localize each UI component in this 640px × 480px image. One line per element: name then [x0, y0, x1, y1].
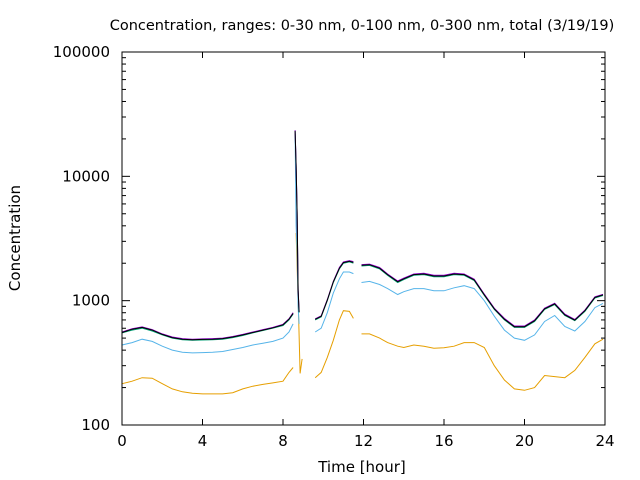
series-4-line-2: [314, 260, 354, 320]
x-tick-label: 16: [434, 432, 453, 450]
series-1-line-3: [361, 280, 604, 341]
series-1: [121, 133, 604, 354]
series-4: [121, 130, 604, 341]
series-1-line-2: [314, 271, 354, 333]
y-tick-label: 10000: [62, 167, 110, 185]
series-0-line-3: [361, 333, 604, 391]
y-tick-label: 100: [81, 416, 110, 434]
x-tick-label: 24: [595, 432, 614, 450]
series-4-line-1: [294, 130, 300, 313]
series-2: [121, 131, 604, 341]
x-tick-label: 20: [515, 432, 534, 450]
plot-border: [121, 51, 606, 426]
series-1-line-0: [121, 323, 294, 354]
series-0-line-2: [314, 310, 354, 379]
x-tick-label: 0: [117, 432, 127, 450]
series-4-line-0: [121, 313, 294, 341]
y-tick-label: 100000: [53, 43, 110, 61]
x-tick-label: 8: [278, 432, 288, 450]
series-4-line-3: [361, 264, 604, 328]
series-3-line-0: [121, 312, 294, 340]
series-0: [121, 232, 604, 395]
series-layer: [121, 130, 604, 395]
y-axis-label: Concentration: [6, 185, 24, 291]
x-tick-label: 4: [198, 432, 208, 450]
y-tick-label: 1000: [72, 292, 110, 310]
series-2-line-0: [121, 313, 294, 341]
chart-title: Concentration, ranges: 0-30 nm, 0-100 nm…: [110, 18, 615, 34]
series-3: [121, 130, 604, 340]
x-tick-label: 12: [354, 432, 373, 450]
series-0-line-0: [121, 367, 294, 395]
x-axis-label: Time [hour]: [317, 458, 406, 476]
series-2-line-3: [361, 264, 604, 328]
axes-layer: 0 4 8 12 16 20 24 100 1000 10000 100000: [53, 43, 615, 450]
